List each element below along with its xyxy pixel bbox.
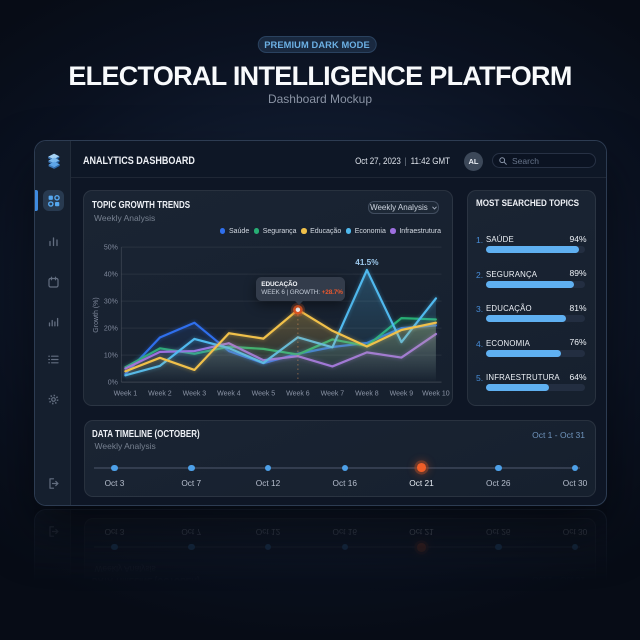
svg-text:Week 8: Week 8 [355, 390, 379, 397]
svg-text:Week 5: Week 5 [252, 390, 276, 397]
svg-text:41.5%: 41.5% [355, 258, 379, 267]
svg-text:0%: 0% [108, 379, 118, 386]
svg-text:20%: 20% [104, 325, 118, 332]
svg-text:Week 6: Week 6 [286, 390, 310, 397]
svg-text:Week 7: Week 7 [321, 390, 345, 397]
svg-text:Week 3: Week 3 [183, 390, 207, 397]
svg-text:Week 2: Week 2 [148, 390, 172, 397]
svg-text:Week 1: Week 1 [114, 390, 138, 397]
svg-text:40%: 40% [104, 271, 118, 278]
svg-text:Week 10: Week 10 [422, 390, 450, 397]
svg-text:10%: 10% [104, 352, 118, 359]
svg-text:30%: 30% [104, 298, 118, 305]
svg-text:Week 9: Week 9 [390, 390, 414, 397]
svg-text:Growth (%): Growth (%) [93, 297, 100, 332]
svg-text:50%: 50% [104, 244, 118, 251]
svg-text:Week 4: Week 4 [217, 390, 241, 397]
